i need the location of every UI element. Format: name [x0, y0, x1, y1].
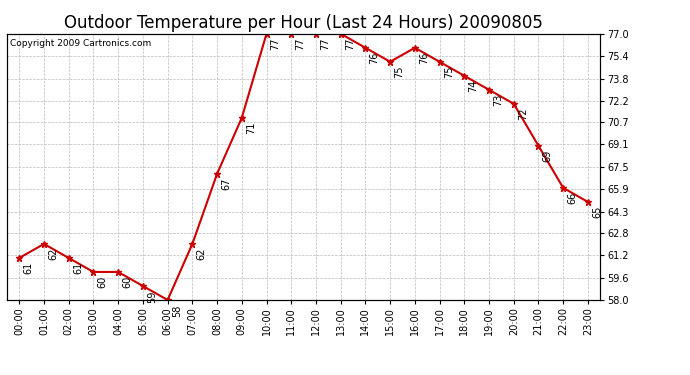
Text: 75: 75	[394, 66, 404, 78]
Text: 62: 62	[197, 248, 206, 261]
Text: 60: 60	[122, 276, 132, 288]
Text: 77: 77	[320, 38, 330, 50]
Text: 60: 60	[97, 276, 108, 288]
Text: 77: 77	[270, 38, 281, 50]
Text: 58: 58	[172, 304, 181, 316]
Text: 62: 62	[48, 248, 58, 261]
Text: 75: 75	[444, 66, 454, 78]
Text: 66: 66	[567, 192, 578, 204]
Text: 61: 61	[73, 262, 83, 274]
Text: 59: 59	[147, 290, 157, 303]
Title: Outdoor Temperature per Hour (Last 24 Hours) 20090805: Outdoor Temperature per Hour (Last 24 Ho…	[64, 14, 543, 32]
Text: 76: 76	[419, 52, 429, 64]
Text: 71: 71	[246, 122, 256, 134]
Text: 69: 69	[542, 150, 553, 162]
Text: 67: 67	[221, 178, 231, 190]
Text: 77: 77	[345, 38, 355, 50]
Text: 73: 73	[493, 94, 503, 106]
Text: 65: 65	[592, 206, 602, 219]
Text: 77: 77	[295, 38, 306, 50]
Text: 76: 76	[370, 52, 380, 64]
Text: 72: 72	[518, 108, 528, 120]
Text: 61: 61	[23, 262, 33, 274]
Text: 74: 74	[469, 80, 478, 92]
Text: Copyright 2009 Cartronics.com: Copyright 2009 Cartronics.com	[10, 39, 151, 48]
